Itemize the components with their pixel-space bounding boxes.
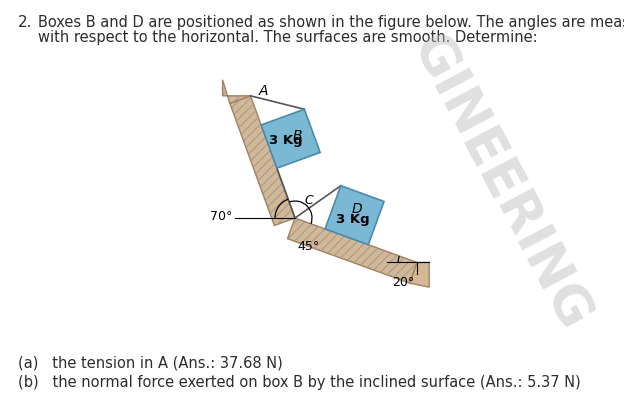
Polygon shape	[223, 80, 251, 103]
Text: 20°: 20°	[392, 276, 414, 290]
Polygon shape	[325, 186, 384, 244]
Polygon shape	[230, 96, 295, 225]
Text: with respect to the horizontal. The surfaces are smooth. Determine:: with respect to the horizontal. The surf…	[38, 30, 538, 45]
Text: 3 Kg: 3 Kg	[336, 214, 369, 226]
Text: C: C	[305, 194, 313, 206]
Text: 3 Kg: 3 Kg	[269, 134, 303, 147]
Text: 45°: 45°	[297, 240, 319, 253]
Polygon shape	[288, 218, 417, 283]
Text: 70°: 70°	[210, 209, 232, 223]
Text: (b)   the normal force exerted on box B by the inclined surface (Ans.: 5.37 N): (b) the normal force exerted on box B by…	[18, 375, 581, 390]
Text: (a)   the tension in A (Ans.: 37.68 N): (a) the tension in A (Ans.: 37.68 N)	[18, 356, 283, 371]
Text: B: B	[293, 129, 302, 143]
Polygon shape	[409, 263, 429, 287]
Polygon shape	[261, 109, 320, 168]
Text: 2.: 2.	[18, 15, 32, 30]
Text: D: D	[352, 202, 363, 216]
Text: GINEERING: GINEERING	[401, 26, 600, 339]
Text: A: A	[259, 84, 268, 98]
Text: Boxes B and D are positioned as shown in the figure below. The angles are measur: Boxes B and D are positioned as shown in…	[38, 15, 624, 30]
